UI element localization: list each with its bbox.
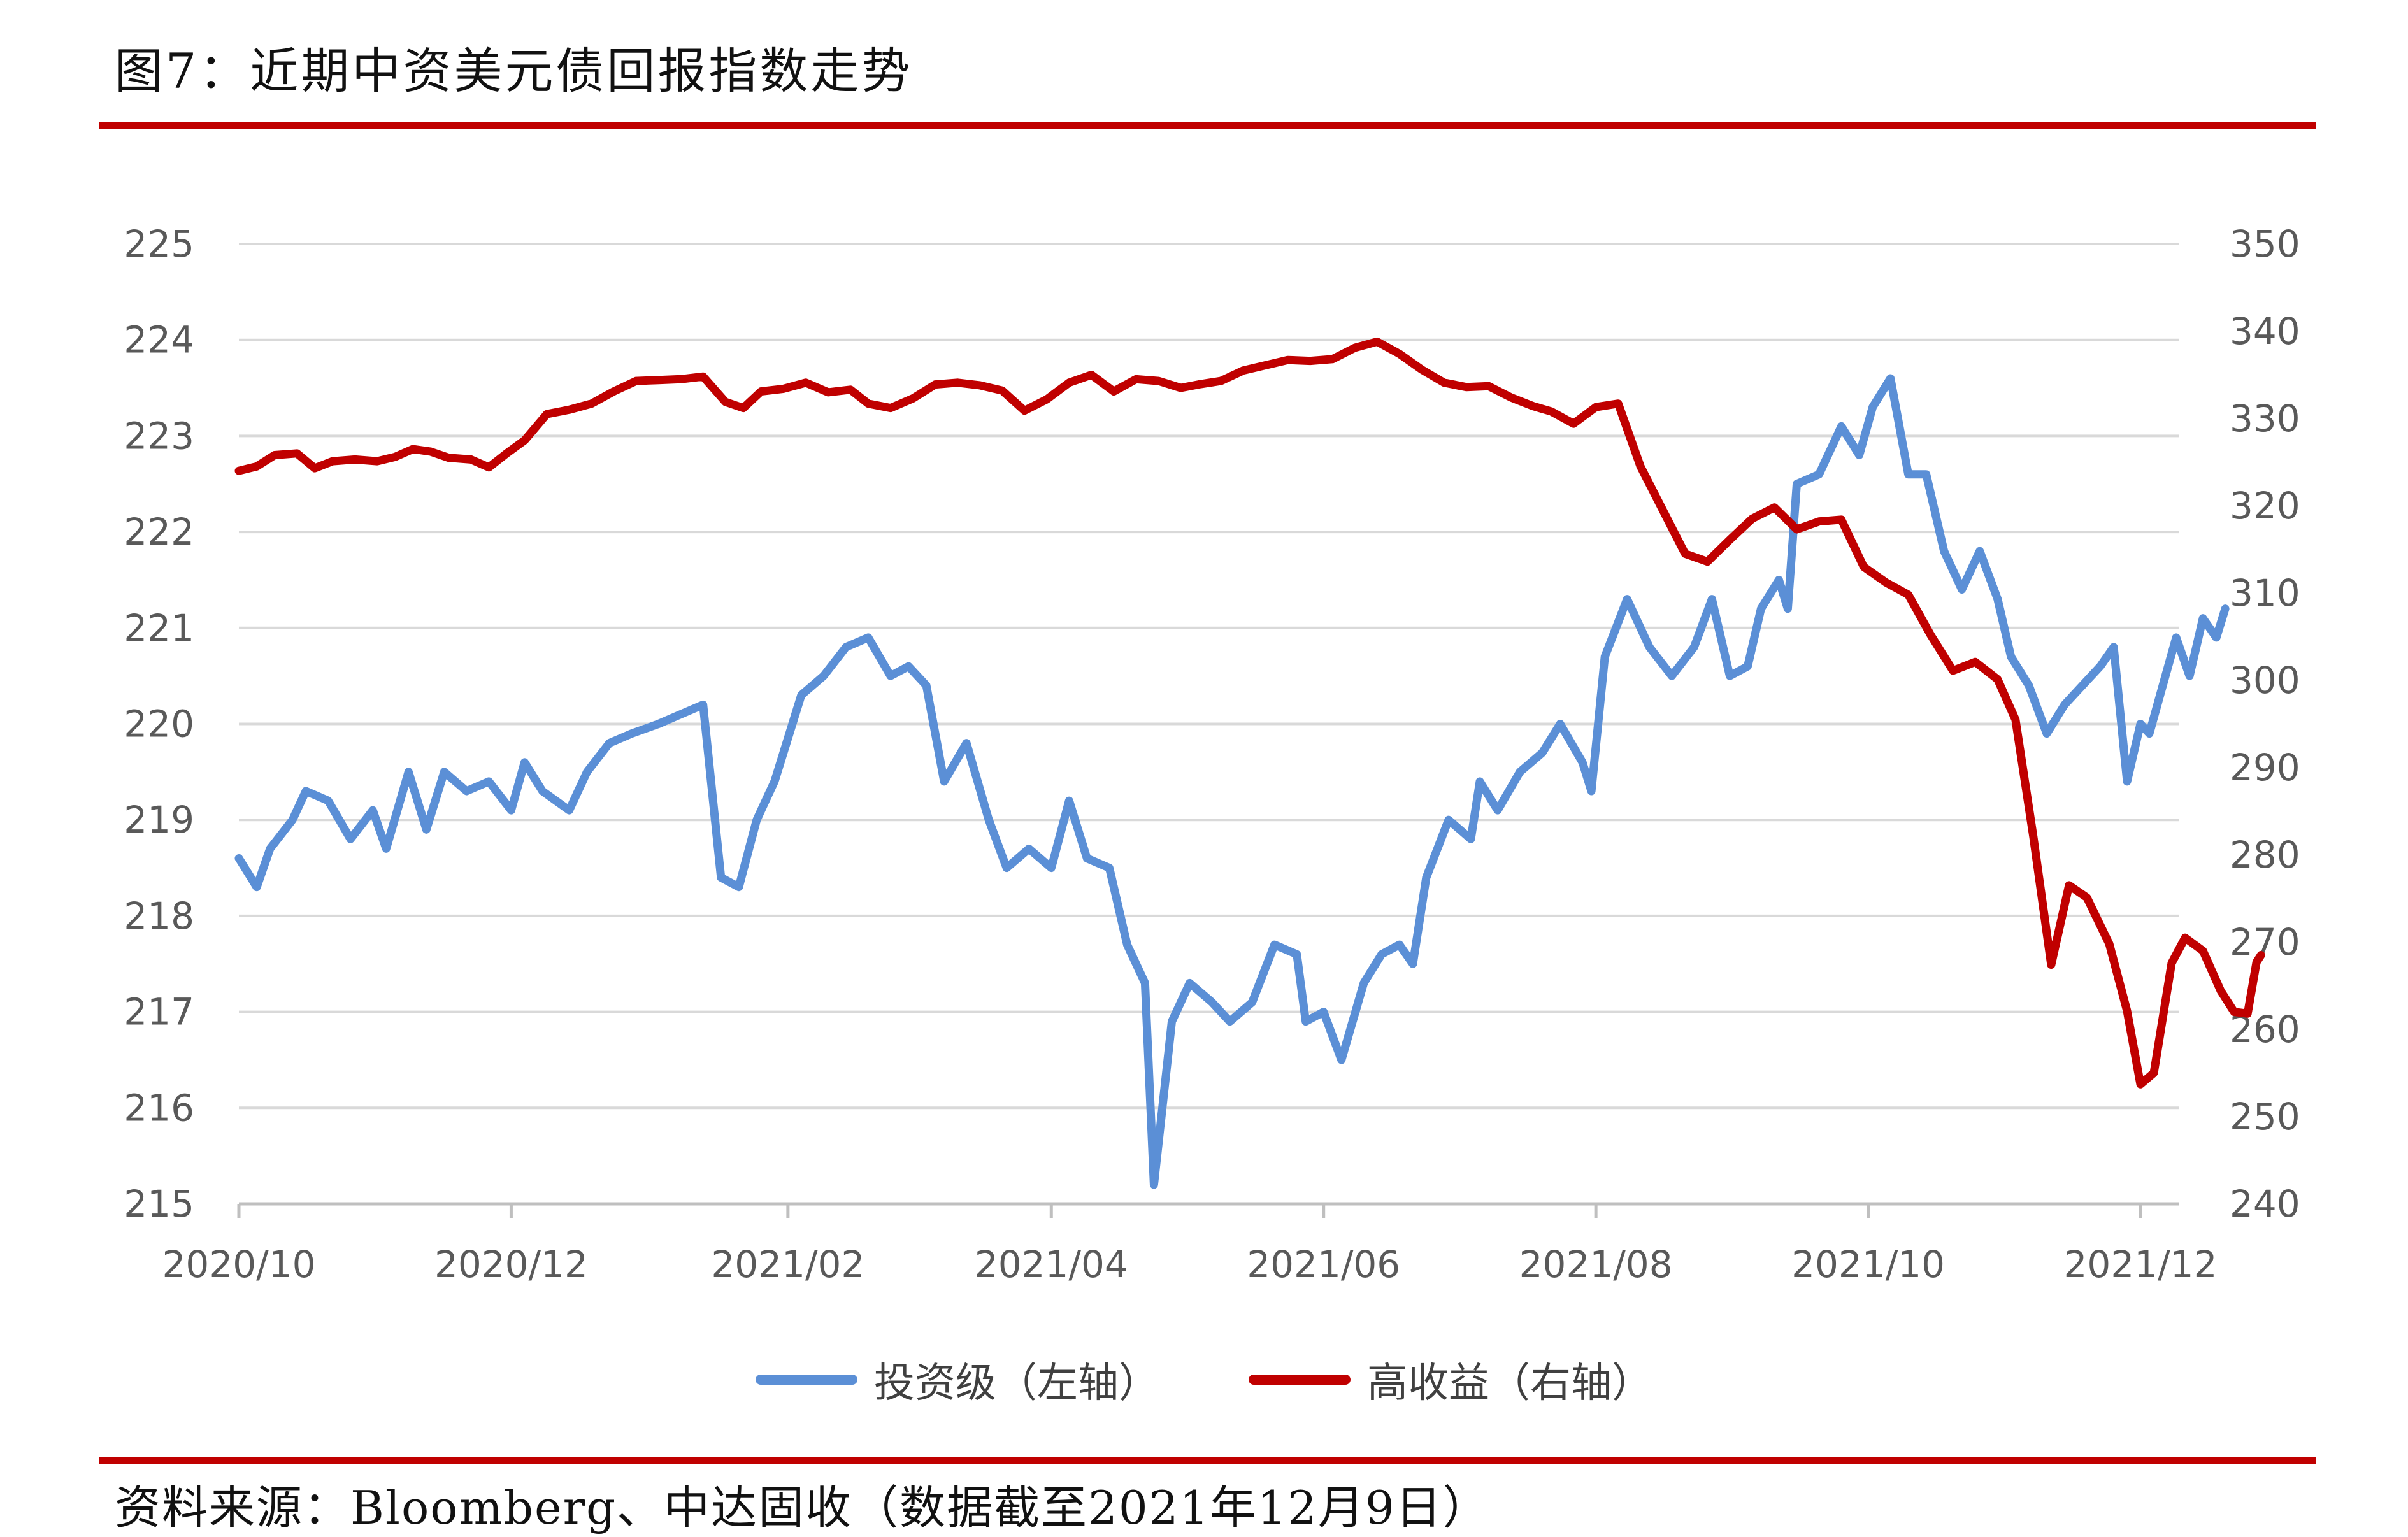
left-tick-label: 223 [124,414,194,457]
left-axis-ticks: 215 216 217 218 219 220 221 222 223 224 225 [124,222,194,1226]
series-line-1 [234,337,2265,1089]
left-tick-label: 217 [124,990,194,1034]
left-tick-label: 222 [124,510,194,554]
left-tick-label: 218 [124,894,194,938]
series-layer [234,337,2265,1189]
legend: 投资级（左轴） 高收益（右轴） [0,1350,2408,1409]
legend-swatch-series-0 [756,1375,857,1385]
right-tick-label: 350 [2230,222,2300,266]
left-tick-label: 215 [124,1182,194,1226]
grid-lines [239,243,2179,1110]
legend-swatch-series-1 [1249,1375,1351,1385]
right-tick-label: 270 [2230,920,2300,964]
right-tick-label: 340 [2230,310,2300,353]
chart-title: 图7：近期中资美元债回报指数走势 [115,43,913,99]
x-tick-label: 2021/08 [1519,1243,1673,1286]
x-axis-ticks: 2020/10 2020/12 2021/02 2021/04 2021/06 2021/… [162,1243,2218,1286]
right-tick-label: 310 [2230,571,2300,615]
right-tick-label: 300 [2230,659,2300,702]
legend-label-series-1: 高收益（右轴） [1367,1360,1652,1407]
x-tick-label: 2020/12 [434,1243,588,1286]
x-tick-label: 2021/10 [1791,1243,1945,1286]
source-note: 资料来源：Bloomberg、中达固收（数据截至2021年12月9日） [115,1481,1490,1534]
left-tick-label: 219 [124,798,194,841]
left-tick-label: 224 [124,318,194,362]
axes [237,1202,2179,1218]
right-tick-label: 290 [2230,746,2300,789]
bottom-divider [99,1457,2316,1464]
left-tick-label: 220 [124,703,194,746]
x-tick-label: 2021/12 [2064,1243,2218,1286]
x-tick-label: 2020/10 [162,1243,316,1286]
x-tick-label: 2021/02 [711,1243,864,1286]
top-divider [99,122,2316,129]
right-tick-label: 240 [2230,1182,2300,1226]
x-tick-label: 2021/04 [975,1243,1128,1286]
x-tick-label: 2021/06 [1247,1243,1400,1286]
legend-item-series-0: 投资级（左轴） [756,1350,1159,1409]
left-tick-label: 221 [124,606,194,650]
legend-item-series-1: 高收益（右轴） [1249,1350,1652,1409]
legend-label-series-0: 投资级（左轴） [874,1360,1159,1407]
right-tick-label: 330 [2230,397,2300,440]
left-tick-label: 225 [124,222,194,266]
series-line-0 [234,374,2230,1189]
right-tick-label: 280 [2230,833,2300,876]
right-tick-label: 320 [2230,484,2300,527]
right-tick-label: 250 [2230,1095,2300,1138]
left-tick-label: 216 [124,1086,194,1129]
